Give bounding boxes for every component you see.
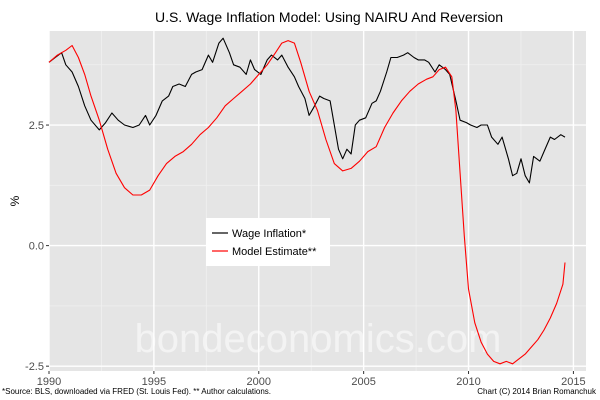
x-tick-label: 1990 [37, 376, 61, 388]
x-tick-label: 1995 [142, 376, 166, 388]
y-axis-label: % [8, 195, 22, 206]
legend-box [206, 218, 330, 266]
plot-panel [49, 31, 586, 371]
y-tick-label: -2.5 [25, 361, 44, 373]
series-line-model-estimate [48, 40, 566, 365]
legend-label-wage-inflation: Wage Inflation* [232, 228, 307, 240]
x-tick-label: 2010 [456, 376, 480, 388]
watermark: bondeconomics.com [135, 317, 502, 361]
footnote-source: *Source: BLS, downloaded via FRED (St. L… [2, 387, 271, 396]
series-line-wage-inflation [48, 37, 566, 184]
grid-major [48, 31, 586, 371]
x-axis: 1990 1995 2000 2005 2010 2015 [37, 371, 586, 388]
x-tick-label: 2005 [351, 376, 375, 388]
legend: Wage Inflation* Model Estimate** [206, 218, 330, 266]
series-layer [48, 37, 566, 365]
footnote-copyright: Chart (C) 2014 Brian Romanchuk [477, 387, 597, 396]
x-tick-label: 2000 [247, 376, 271, 388]
y-tick-label: 2.5 [29, 120, 44, 132]
grid-minor [49, 31, 586, 371]
chart-title: U.S. Wage Inflation Model: Using NAIRU A… [155, 9, 503, 25]
y-tick-label: 0.0 [29, 241, 44, 253]
y-axis: 2.5 0.0 -2.5 [25, 120, 49, 373]
x-tick-label: 2015 [561, 376, 585, 388]
legend-label-model-estimate: Model Estimate** [232, 246, 317, 258]
